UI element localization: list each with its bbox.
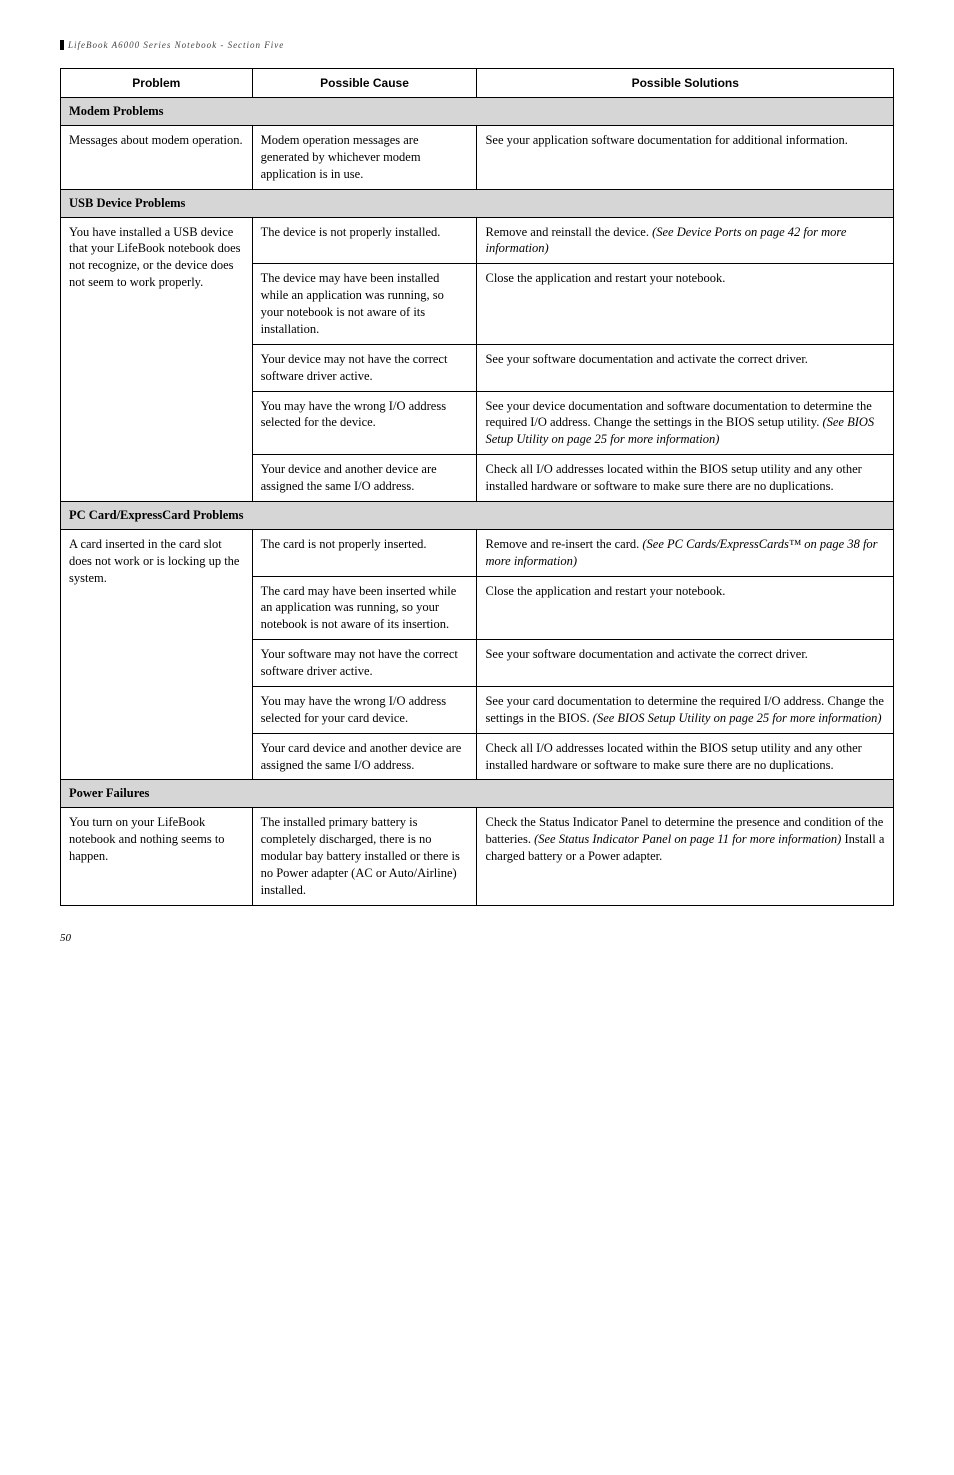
problem-cell: You turn on your LifeBook notebook and n…: [61, 808, 253, 905]
cause-cell: The installed primary battery is complet…: [252, 808, 477, 905]
section-header: PC Card/ExpressCard Problems: [61, 501, 894, 529]
solution-cell: Check all I/O addresses located within t…: [477, 733, 894, 780]
section-header: Modem Problems: [61, 98, 894, 126]
cause-cell: You may have the wrong I/O address selec…: [252, 686, 477, 733]
cause-cell: Your device may not have the correct sof…: [252, 344, 477, 391]
cause-cell: Your card device and another device are …: [252, 733, 477, 780]
col-header-solutions: Possible Solutions: [477, 69, 894, 98]
col-header-cause: Possible Cause: [252, 69, 477, 98]
solution-cell: Check the Status Indicator Panel to dete…: [477, 808, 894, 905]
cause-cell: Your device and another device are assig…: [252, 455, 477, 502]
cause-cell: Modem operation messages are generated b…: [252, 126, 477, 190]
section-header: Power Failures: [61, 780, 894, 808]
cause-cell: The card may have been inserted while an…: [252, 576, 477, 640]
solution-cell: See your software documentation and acti…: [477, 344, 894, 391]
cause-cell: The device is not properly installed.: [252, 217, 477, 264]
page-number: 50: [60, 932, 894, 944]
solution-cell: Remove and reinstall the device. (See De…: [477, 217, 894, 264]
cause-cell: Your software may not have the correct s…: [252, 640, 477, 687]
problem-cell: You have installed a USB device that you…: [61, 217, 253, 501]
problem-cell: A card inserted in the card slot does no…: [61, 529, 253, 780]
solution-cell: Close the application and restart your n…: [477, 576, 894, 640]
cause-cell: The device may have been installed while…: [252, 264, 477, 345]
solution-cell: See your device documentation and softwa…: [477, 391, 894, 455]
troubleshoot-table: Problem Possible Cause Possible Solution…: [60, 68, 894, 906]
solution-cell: See your card documentation to determine…: [477, 686, 894, 733]
solution-cell: See your application software documentat…: [477, 126, 894, 190]
solution-cell: Remove and re-insert the card. (See PC C…: [477, 529, 894, 576]
section-header: USB Device Problems: [61, 189, 894, 217]
page-header: LifeBook A6000 Series Notebook - Section…: [60, 40, 894, 50]
cause-cell: The card is not properly inserted.: [252, 529, 477, 576]
solution-cell: Close the application and restart your n…: [477, 264, 894, 345]
solution-cell: Check all I/O addresses located within t…: [477, 455, 894, 502]
problem-cell: Messages about modem operation.: [61, 126, 253, 190]
solution-cell: See your software documentation and acti…: [477, 640, 894, 687]
cause-cell: You may have the wrong I/O address selec…: [252, 391, 477, 455]
col-header-problem: Problem: [61, 69, 253, 98]
